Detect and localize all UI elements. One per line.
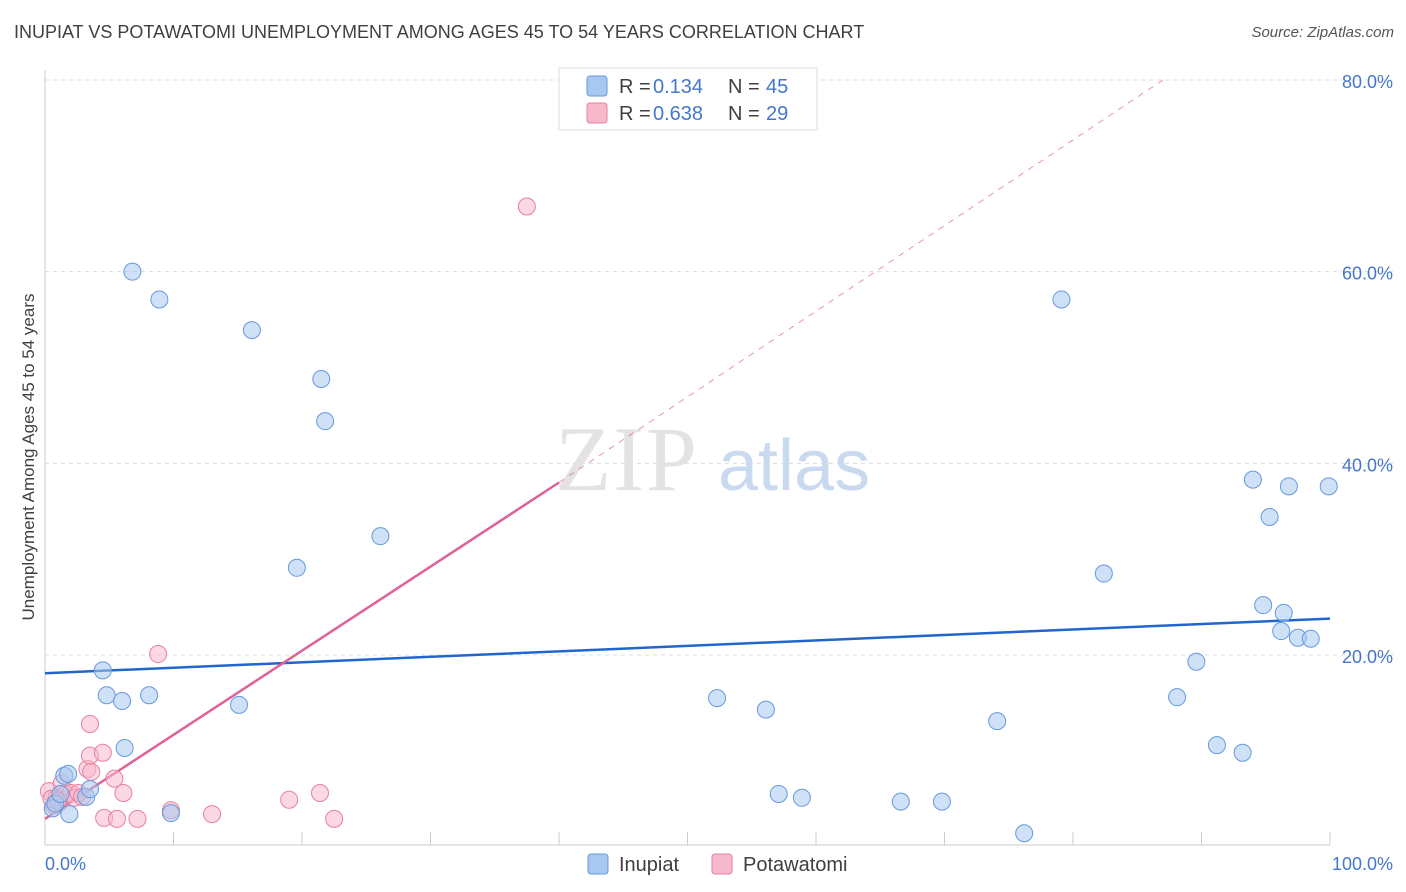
point-inupiat [769, 784, 788, 803]
trend-lines [44, 79, 1331, 820]
chart-title: INUPIAT VS POTAWATOMI UNEMPLOYMENT AMONG… [14, 22, 865, 42]
point-inupiat [1168, 688, 1187, 707]
point-inupiat [891, 792, 910, 811]
point-inupiat [60, 805, 79, 824]
legend-r-value: 0.134 [653, 76, 703, 98]
point-inupiat [1187, 652, 1206, 671]
point-inupiat [93, 661, 112, 680]
y-tick-label: 20.0% [1342, 647, 1393, 667]
point-inupiat [287, 558, 306, 577]
legend-label-inupiat: Inupiat [619, 854, 679, 876]
point-inupiat [1272, 622, 1291, 641]
point-inupiat [97, 686, 116, 705]
data-points [39, 197, 1338, 843]
y-tick-labels: 20.0% 40.0% 60.0% 80.0% [1342, 72, 1393, 667]
legend-r-label: R = [619, 103, 651, 125]
point-inupiat [115, 738, 134, 757]
point-inupiat [988, 712, 1007, 731]
x-tick-labels: 0.0% 100.0% [45, 854, 1393, 874]
point-inupiat [150, 290, 169, 309]
legend: R = 0.134 N = 45 R = 0.638 N = 29 [558, 67, 818, 131]
point-potawatomi [107, 809, 126, 828]
point-potawatomi [128, 809, 147, 828]
legend-swatch-inupiat [587, 853, 609, 875]
point-potawatomi [149, 645, 168, 664]
point-potawatomi [105, 769, 124, 788]
point-inupiat [1094, 564, 1113, 583]
y-tick-label: 60.0% [1342, 264, 1393, 284]
trend-line-potawatomi-extension [558, 79, 1164, 483]
point-potawatomi [93, 743, 112, 762]
point-potawatomi [310, 784, 329, 802]
legend-swatch-potawatomi [711, 853, 733, 875]
point-potawatomi [114, 784, 133, 802]
point-potawatomi [517, 197, 536, 216]
trend-line-potawatomi [44, 481, 560, 820]
legend-n-label: N = [728, 76, 760, 98]
y-axis-label: Unemployment Among Ages 45 to 54 years [19, 294, 38, 621]
legend-label-potawatomi: Potawatomi [743, 854, 848, 876]
point-inupiat [1319, 477, 1338, 496]
legend-r-value: 0.638 [653, 103, 703, 125]
bottom-legend: Inupiat Potawatomi [587, 853, 848, 876]
point-inupiat [1233, 743, 1252, 762]
svg-text:ZIP: ZIP [555, 408, 699, 510]
point-inupiat [1254, 596, 1273, 615]
point-inupiat [1207, 736, 1226, 755]
point-inupiat [59, 764, 78, 783]
point-inupiat [792, 788, 811, 807]
point-potawatomi [82, 762, 101, 781]
point-inupiat [316, 412, 335, 431]
legend-swatch [586, 75, 608, 97]
point-inupiat [1243, 470, 1262, 489]
source-label: Source: ZipAtlas.com [1251, 24, 1394, 41]
point-inupiat [123, 262, 142, 281]
point-inupiat [1052, 290, 1071, 309]
gridlines [45, 79, 1393, 656]
legend-swatch [586, 102, 608, 124]
point-inupiat [242, 321, 261, 340]
legend-r-label: R = [619, 76, 651, 98]
legend-n-value: 29 [766, 103, 788, 125]
point-potawatomi [203, 805, 222, 824]
point-inupiat [113, 692, 132, 710]
y-tick-label: 40.0% [1342, 455, 1393, 475]
point-inupiat [371, 527, 390, 546]
point-inupiat [161, 804, 180, 823]
point-inupiat [1274, 603, 1293, 622]
point-inupiat [1015, 824, 1034, 843]
point-inupiat [708, 689, 727, 708]
axes [44, 70, 1331, 846]
trend-line-inupiat [44, 617, 1331, 675]
point-inupiat [312, 370, 331, 388]
point-inupiat [1279, 477, 1298, 496]
point-inupiat [140, 686, 159, 705]
x-tick-label: 0.0% [45, 854, 86, 874]
point-inupiat [1260, 508, 1279, 526]
point-inupiat [80, 780, 99, 799]
legend-n-value: 45 [766, 76, 788, 98]
legend-n-label: N = [728, 103, 760, 125]
svg-text:atlas: atlas [718, 426, 870, 506]
point-inupiat [932, 792, 951, 811]
point-potawatomi [325, 809, 344, 828]
point-potawatomi [280, 790, 299, 809]
point-inupiat [230, 695, 249, 714]
x-tick-label: 100.0% [1332, 854, 1393, 874]
point-inupiat [51, 784, 70, 803]
watermark: ZIP atlas [555, 408, 870, 510]
point-inupiat [1301, 629, 1320, 648]
y-tick-label: 80.0% [1342, 72, 1393, 92]
point-potawatomi [80, 715, 99, 733]
point-inupiat [756, 700, 775, 719]
